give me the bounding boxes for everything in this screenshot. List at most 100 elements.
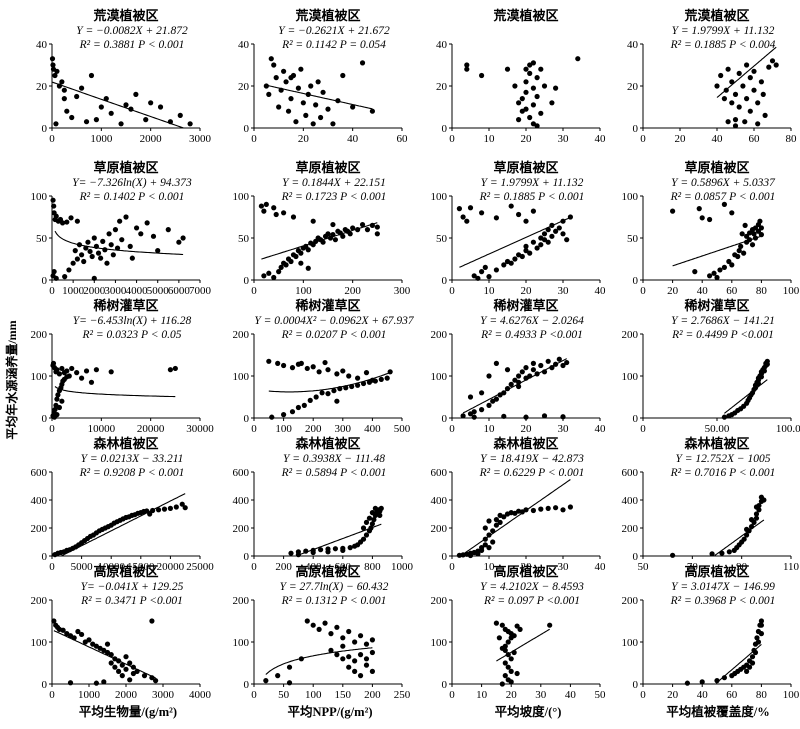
data-point: [95, 250, 102, 256]
panel-17: 高原植被区 0 1000 2000 3000 4000 0 100 200 Y= −0.041X …: [31, 564, 212, 701]
y-tick-label: 200: [31, 595, 48, 607]
regression-stats: R² = 0.6229 P < 0.001: [479, 467, 585, 479]
data-point: [261, 208, 267, 214]
x-axis-label-slope: 平均坡度/(°): [495, 704, 562, 719]
fit-line: [672, 235, 762, 267]
data-point: [758, 232, 765, 238]
panel-9: 稀树灌草区 0 10000 20000 30000 0 100 200 Y= −6.453ln(…: [31, 298, 215, 435]
data-point: [758, 631, 765, 637]
data-point: [313, 394, 319, 400]
data-point: [180, 235, 186, 241]
data-point: [330, 221, 336, 228]
data-point: [761, 497, 767, 503]
data-point: [523, 248, 529, 254]
data-point: [729, 262, 735, 268]
data-point: [729, 79, 735, 85]
data-point: [52, 407, 58, 413]
data-point: [108, 652, 114, 658]
panel-title: 荒漠植被区: [683, 8, 749, 23]
data-point: [116, 668, 122, 675]
data-point: [318, 547, 324, 553]
data-point: [505, 639, 511, 645]
data-point: [50, 360, 57, 366]
data-point: [83, 368, 90, 374]
y-tick-label: 20: [627, 81, 639, 93]
data-point: [283, 262, 289, 268]
data-point: [504, 66, 511, 72]
regression-equation: Y= −7.326ln(X) + 94.373: [72, 177, 192, 189]
data-point: [127, 243, 133, 249]
regression-stats: R² = 0.0207 P < 0.001: [281, 329, 387, 341]
regression-stats: R² = 0.1312 P < 0.001: [281, 595, 387, 607]
data-point: [143, 117, 149, 123]
data-point: [384, 375, 390, 381]
panel-title: 高原植被区: [93, 564, 158, 579]
data-point: [320, 89, 326, 95]
data-point: [374, 231, 380, 237]
data-point: [502, 660, 508, 666]
y-tick-label: 0: [244, 413, 250, 425]
data-point: [101, 679, 107, 685]
regression-equation: Y= −6.453ln(X) + 116.28: [73, 315, 192, 327]
x-tick-label: 0: [251, 133, 257, 145]
data-point: [758, 225, 765, 231]
data-point: [744, 62, 750, 68]
data-point: [68, 215, 74, 221]
data-point: [289, 409, 296, 415]
fit-line: [460, 479, 571, 557]
data-point: [363, 656, 370, 662]
y-tick-label: 0: [244, 123, 250, 135]
y-tick-label: 50: [436, 233, 448, 245]
regression-equation: Y = 0.0004X² − 0.0962X + 67.937: [254, 315, 415, 327]
y-axis-label: 平均年水源涵养量/mm: [4, 320, 19, 439]
x-tick-label: 250: [394, 689, 411, 701]
data-point: [69, 365, 75, 372]
panel-title: 草原植被区: [295, 160, 360, 175]
data-point: [742, 119, 748, 125]
data-point: [742, 222, 748, 228]
data-point: [266, 358, 272, 364]
y-tick-label: 20: [436, 81, 448, 93]
data-point: [61, 87, 67, 93]
y-tick-label: 0: [42, 413, 48, 425]
panel-13: 森林植被区 0 5000 10000 15000 20000 25000 0 200 400 600…: [31, 436, 215, 573]
x-tick-label: 50.00: [705, 423, 730, 435]
panel-title: 草原植被区: [684, 160, 749, 175]
data-point: [290, 214, 297, 220]
data-point: [545, 505, 551, 511]
data-point: [505, 664, 511, 670]
data-point: [59, 365, 65, 372]
data-point: [549, 233, 555, 239]
panel-8: 草原植被区 0 20 40 60 80 100 0 50 100 Y = 0.5896X + 5.0…: [622, 160, 800, 297]
data-point: [560, 414, 566, 420]
data-point: [53, 275, 59, 281]
regression-equation: Y = 2.7686X − 141.21: [671, 315, 775, 327]
fit-line: [496, 628, 550, 662]
data-point: [508, 656, 514, 662]
data-point: [49, 56, 56, 62]
y-tick-label: 0: [442, 679, 448, 691]
data-point: [502, 673, 508, 679]
data-point: [298, 250, 304, 256]
x-tick-label: 100: [295, 285, 312, 297]
data-point: [508, 668, 514, 675]
regression-equation: Y = 3.0147X − 146.99: [671, 581, 775, 593]
data-point: [538, 242, 544, 248]
y-tick-label: 200: [431, 523, 448, 535]
x-tick-label: 800: [364, 561, 381, 573]
x-tick-label: 0: [640, 423, 646, 435]
data-point: [707, 216, 713, 223]
regression-stats: R² = 0.9208 P < 0.001: [79, 467, 185, 479]
data-point: [123, 666, 129, 672]
data-point: [460, 413, 466, 419]
data-point: [549, 100, 555, 106]
data-point: [298, 66, 304, 72]
data-point: [363, 662, 370, 668]
data-point: [757, 218, 763, 224]
regression-equation: Y = 4.2102X − 8.4593: [480, 581, 584, 593]
data-point: [273, 211, 279, 218]
data-point: [741, 250, 747, 256]
data-point: [79, 252, 85, 258]
data-point: [103, 96, 109, 102]
data-point: [523, 243, 529, 249]
